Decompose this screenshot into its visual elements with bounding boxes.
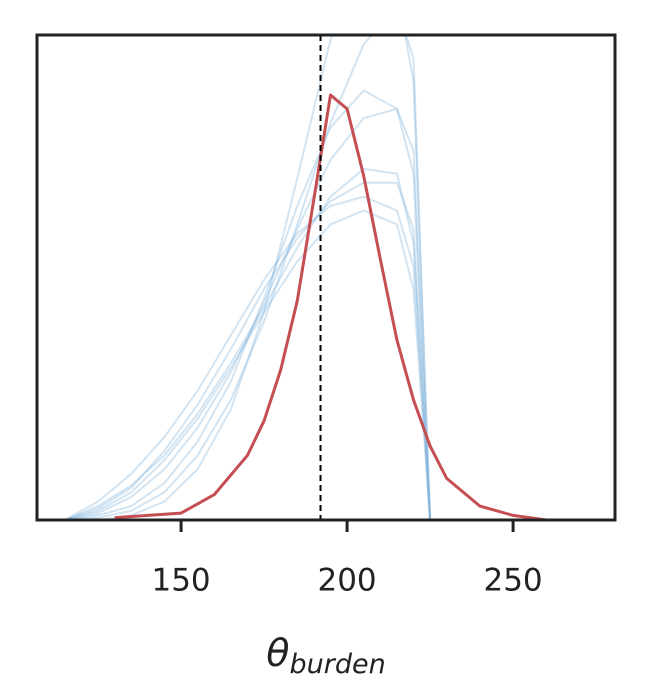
density-curve: [114, 93, 547, 520]
density-curve: [64, 89, 432, 520]
x-label-subscript: burden: [290, 649, 386, 680]
density-curve: [64, 181, 432, 520]
density-curve: [64, 209, 432, 520]
x-tick-label: 150: [151, 563, 210, 599]
x-axis-label: θburden: [266, 631, 385, 680]
density-curve: [64, 195, 432, 520]
x-tick-label: 200: [317, 563, 376, 599]
axes-frame: [35, 33, 617, 522]
x-label-symbol: θ: [266, 631, 289, 675]
density-curve: [64, 107, 432, 520]
density-curve: [64, 35, 432, 520]
x-tick-label: 250: [483, 563, 542, 599]
density-curve: [64, 168, 432, 520]
plot-area: [64, 35, 547, 520]
